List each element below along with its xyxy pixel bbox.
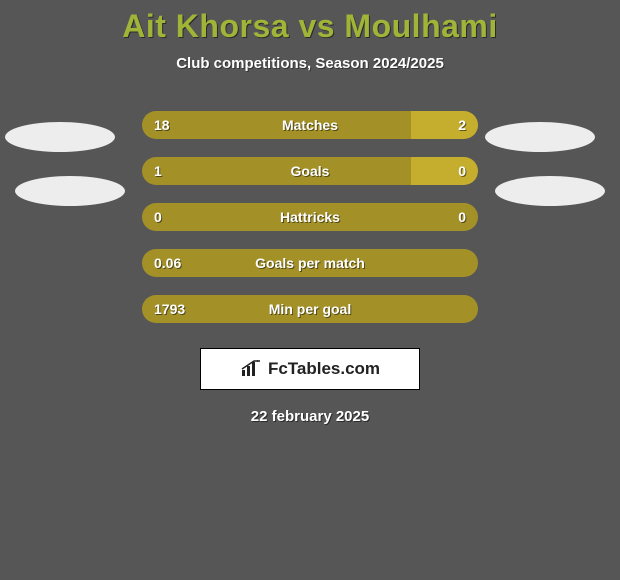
- logo-text: FcTables.com: [268, 359, 380, 379]
- stat-right-value: 0: [458, 209, 466, 225]
- stat-left-value: 1: [154, 163, 162, 179]
- player-left-ellipse: [15, 176, 125, 206]
- bar-right-fill: [411, 157, 478, 185]
- stat-left-value: 0.06: [154, 255, 181, 271]
- stat-left-value: 0: [154, 209, 162, 225]
- date-text: 22 february 2025: [0, 408, 620, 425]
- bar-left-fill: [142, 157, 411, 185]
- stat-row: 1793 Min per goal: [0, 286, 620, 332]
- logo-box[interactable]: FcTables.com: [200, 348, 420, 390]
- stat-bar: 1793 Min per goal: [142, 295, 478, 323]
- stat-label: Hattricks: [280, 209, 340, 225]
- chart-icon: [240, 360, 262, 378]
- comparison-widget: Ait Khorsa vs Moulhami Club competitions…: [0, 0, 620, 425]
- stat-left-value: 18: [154, 117, 170, 133]
- player-left-ellipse: [5, 122, 115, 152]
- player-right-ellipse: [495, 176, 605, 206]
- stat-bar: 0 0 Hattricks: [142, 203, 478, 231]
- stat-bar: 0.06 Goals per match: [142, 249, 478, 277]
- stat-right-value: 0: [458, 163, 466, 179]
- bar-left-fill: [142, 111, 411, 139]
- bar-right-fill: [411, 111, 478, 139]
- stat-left-value: 1793: [154, 301, 185, 317]
- subtitle: Club competitions, Season 2024/2025: [0, 55, 620, 72]
- stat-row: 0.06 Goals per match: [0, 240, 620, 286]
- player-right-ellipse: [485, 122, 595, 152]
- stat-label: Min per goal: [269, 301, 351, 317]
- stat-bar: 18 2 Matches: [142, 111, 478, 139]
- stat-bar: 1 0 Goals: [142, 157, 478, 185]
- stat-label: Goals per match: [255, 255, 365, 271]
- stat-label: Goals: [291, 163, 330, 179]
- stat-label: Matches: [282, 117, 338, 133]
- page-title: Ait Khorsa vs Moulhami: [0, 8, 620, 45]
- stat-right-value: 2: [458, 117, 466, 133]
